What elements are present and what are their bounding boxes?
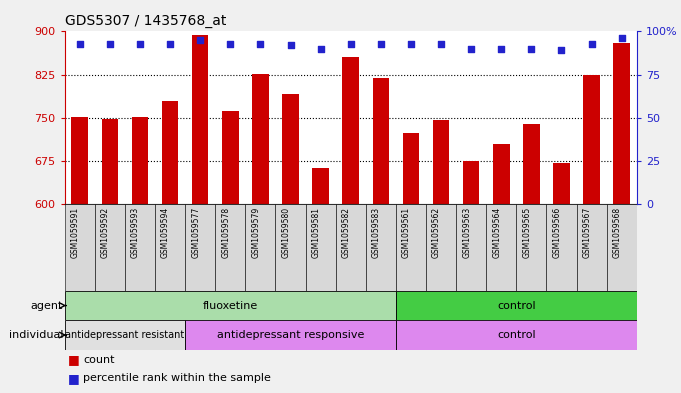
Bar [192, 35, 208, 204]
Bar [65, 320, 185, 350]
Bar [396, 291, 637, 320]
Bar [373, 77, 389, 204]
Bar [432, 120, 449, 204]
Text: GSM1059594: GSM1059594 [161, 207, 170, 258]
Bar [486, 204, 516, 291]
Bar [275, 204, 306, 291]
Text: GSM1059578: GSM1059578 [221, 207, 230, 258]
Bar [426, 204, 456, 291]
Point [345, 40, 356, 47]
Bar [546, 204, 577, 291]
Bar [396, 204, 426, 291]
Point [315, 46, 326, 52]
Bar [336, 204, 366, 291]
Bar [396, 320, 637, 350]
Point [195, 37, 206, 43]
Text: GSM1059562: GSM1059562 [432, 207, 441, 258]
Bar [252, 73, 269, 204]
Point [165, 40, 176, 47]
Text: GSM1059561: GSM1059561 [402, 207, 411, 258]
Text: GSM1059583: GSM1059583 [372, 207, 381, 258]
Text: GSM1059582: GSM1059582 [342, 207, 351, 258]
Text: antidepressant responsive: antidepressant responsive [217, 330, 364, 340]
Text: GSM1059568: GSM1059568 [613, 207, 622, 258]
Text: control: control [497, 330, 536, 340]
Bar [222, 111, 238, 204]
Point [616, 35, 627, 42]
Bar [577, 204, 607, 291]
Text: GDS5307 / 1435768_at: GDS5307 / 1435768_at [65, 14, 226, 28]
Bar [366, 204, 396, 291]
Bar [553, 163, 570, 204]
Bar [493, 144, 509, 204]
Point [526, 46, 537, 52]
Point [285, 42, 296, 48]
Bar [463, 161, 479, 204]
Bar [185, 204, 215, 291]
Text: GSM1059564: GSM1059564 [492, 207, 501, 258]
Point [586, 40, 597, 47]
Bar [584, 75, 600, 204]
Bar [516, 204, 546, 291]
Bar [614, 43, 630, 204]
Text: antidepressant resistant: antidepressant resistant [65, 330, 185, 340]
Bar [215, 204, 245, 291]
Text: fluoxetine: fluoxetine [203, 301, 258, 310]
Bar [155, 204, 185, 291]
Bar [402, 133, 419, 204]
Point [135, 40, 146, 47]
Point [466, 46, 477, 52]
Point [255, 40, 266, 47]
Bar [306, 204, 336, 291]
Point [74, 40, 85, 47]
Bar [65, 204, 95, 291]
Point [496, 46, 507, 52]
Point [405, 40, 416, 47]
Bar [95, 204, 125, 291]
Bar [245, 204, 275, 291]
Text: GSM1059577: GSM1059577 [191, 207, 200, 258]
Bar [607, 204, 637, 291]
Bar [456, 204, 486, 291]
Bar [72, 117, 88, 204]
Bar [523, 124, 539, 204]
Text: GSM1059591: GSM1059591 [71, 207, 80, 258]
Bar [185, 320, 396, 350]
Text: GSM1059563: GSM1059563 [462, 207, 471, 258]
Point [375, 40, 386, 47]
Text: ■: ■ [68, 372, 80, 385]
Text: GSM1059580: GSM1059580 [281, 207, 291, 258]
Text: GSM1059593: GSM1059593 [131, 207, 140, 258]
Text: agent: agent [31, 301, 63, 310]
Point [436, 40, 447, 47]
Bar [101, 119, 118, 204]
Text: GSM1059581: GSM1059581 [312, 207, 321, 258]
Text: GSM1059566: GSM1059566 [552, 207, 561, 258]
Point [556, 47, 567, 53]
Bar [65, 291, 396, 320]
Bar [125, 204, 155, 291]
Bar [131, 117, 148, 204]
Point [225, 40, 236, 47]
Text: GSM1059567: GSM1059567 [582, 207, 592, 258]
Text: GSM1059579: GSM1059579 [251, 207, 260, 258]
Point [104, 40, 115, 47]
Text: control: control [497, 301, 536, 310]
Text: individual: individual [9, 330, 63, 340]
Bar [282, 94, 299, 204]
Text: count: count [83, 354, 114, 365]
Bar [162, 101, 178, 204]
Bar [343, 57, 359, 204]
Text: GSM1059592: GSM1059592 [101, 207, 110, 258]
Text: ■: ■ [68, 353, 80, 366]
Text: GSM1059565: GSM1059565 [522, 207, 531, 258]
Text: percentile rank within the sample: percentile rank within the sample [83, 373, 271, 384]
Bar [313, 168, 329, 204]
